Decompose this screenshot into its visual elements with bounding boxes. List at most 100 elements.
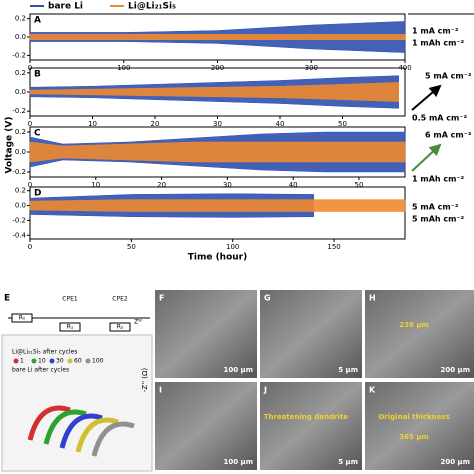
legend-label: Li@Li₂₁Si₅ after cycles (12, 349, 77, 356)
sem-text: 365 μm (399, 433, 429, 441)
circuit-label: R₁ (67, 324, 74, 331)
x-tick-label: 50 (127, 243, 136, 251)
x-tick-label: 30 (223, 181, 232, 189)
y-tick-label: -0.2 (12, 216, 26, 224)
annotation: 5 mAh cm⁻² (412, 215, 465, 224)
y-tick-label: -0.4 (12, 231, 26, 239)
arrow (411, 143, 442, 172)
circuit-label: CPE1 (62, 296, 78, 303)
panel-label: A (34, 16, 41, 26)
legend-dot (13, 358, 19, 364)
annotation: 5 mA cm⁻² (412, 203, 459, 212)
panel-label: H (369, 294, 376, 303)
annotation: 0.5 mA cm⁻² (412, 114, 468, 123)
annotation: 6 mA cm⁻² (425, 131, 472, 140)
panel-label: D (34, 189, 41, 199)
circuit-label: R₂ (117, 324, 124, 331)
panel-label: B (34, 70, 41, 80)
sem-text: 5 μm (338, 366, 358, 374)
nyquist-arc (43, 409, 87, 445)
circuit-label: Zᵂ (134, 319, 142, 326)
panel-label: J (263, 386, 267, 395)
y-tick-label: 0.0 (15, 148, 26, 156)
sem-text: 100 μm (224, 458, 254, 466)
nyquist-arc (91, 421, 135, 457)
legend-label: bare Li (48, 2, 83, 12)
x-tick-label: 40 (276, 120, 285, 128)
legend-label: bare Li after cycles (12, 367, 69, 374)
y-tick-label: -0.2 (12, 107, 26, 115)
sem-image (155, 290, 257, 378)
x-tick-label: 100 (226, 243, 239, 251)
sem-text: 5 μm (338, 458, 358, 466)
sem-text: 238 μm (399, 321, 429, 329)
panel-label: G (264, 294, 271, 303)
sem-image (365, 382, 474, 470)
sem-image (260, 382, 362, 470)
panel-label: C (34, 129, 41, 139)
legend-dot (49, 358, 55, 364)
voltage-envelope (29, 199, 406, 212)
x-tick-label: 50 (338, 120, 347, 128)
z-axis-title: -Z'' (Ω) (141, 368, 149, 392)
x-tick-label: 30 (213, 120, 222, 128)
annotation: 1 mAh cm⁻² (412, 175, 465, 184)
sem-text: Threatening dendrite (264, 413, 349, 421)
x-tick-label: 0 (28, 181, 32, 189)
y-tick-label: 0.2 (15, 69, 26, 77)
sem-image (365, 290, 474, 378)
arrow (411, 84, 442, 111)
legend-label: Li@Li₂₁Si₅ (128, 2, 176, 12)
legend-label: 30 (56, 358, 64, 365)
x-tick-label: 20 (157, 181, 166, 189)
y-tick-label: -0.2 (12, 51, 26, 59)
annotation: 1 mA cm⁻² (412, 27, 459, 36)
y-tick-label: 0.2 (15, 128, 26, 136)
legend-dot (31, 358, 37, 364)
resistor (11, 313, 33, 323)
legend-label: 1 (20, 358, 24, 365)
x-tick-label: 150 (327, 243, 340, 251)
x-tick-label: 10 (91, 181, 100, 189)
voltage-envelope (29, 141, 406, 163)
sem-text: 200 μm (441, 366, 471, 374)
panel-label: E (4, 294, 10, 304)
sem-text: 200 μm (441, 458, 471, 466)
nyquist-arc (59, 413, 103, 449)
y-tick-label: -0.2 (12, 168, 26, 176)
nyquist-arc (75, 417, 119, 453)
resistor (109, 322, 131, 332)
panel-label: F (159, 294, 164, 303)
legend-dot (67, 358, 73, 364)
y-tick-label: 0.2 (15, 187, 26, 195)
nyquist-arc (27, 405, 71, 441)
x-tick-label: 50 (354, 181, 363, 189)
sem-image (155, 382, 257, 470)
legend-label: 10 (38, 358, 46, 365)
x-tick-label: 40 (289, 181, 298, 189)
voltage-envelope (29, 82, 399, 102)
circuit-label: CPE2 (112, 296, 128, 303)
sem-text: Original thickness (378, 413, 449, 421)
y-tick-label: 0.0 (15, 202, 26, 210)
x-tick-label: 0 (28, 120, 32, 128)
annotation: 1 mAh cm⁻² (412, 39, 465, 48)
y-tick-label: 0.2 (15, 15, 26, 23)
panel-label: K (369, 386, 376, 395)
sem-text: 100 μm (224, 366, 254, 374)
legend-dot (85, 358, 91, 364)
y-axis-title: Voltage (V) (5, 117, 15, 174)
x-axis-title: Time (hour) (188, 253, 248, 263)
circuit-label: R₀ (19, 315, 26, 322)
x-tick-label: 20 (151, 120, 160, 128)
resistor (59, 322, 81, 332)
y-tick-label: 0.0 (15, 88, 26, 96)
voltage-envelope (29, 33, 406, 41)
sem-image (260, 290, 362, 378)
x-tick-label: 10 (88, 120, 97, 128)
panel-label: I (159, 386, 162, 395)
y-tick-label: 0.0 (15, 33, 26, 41)
legend-label: 60 (74, 358, 82, 365)
annotation: 5 mA cm⁻² (425, 72, 472, 81)
